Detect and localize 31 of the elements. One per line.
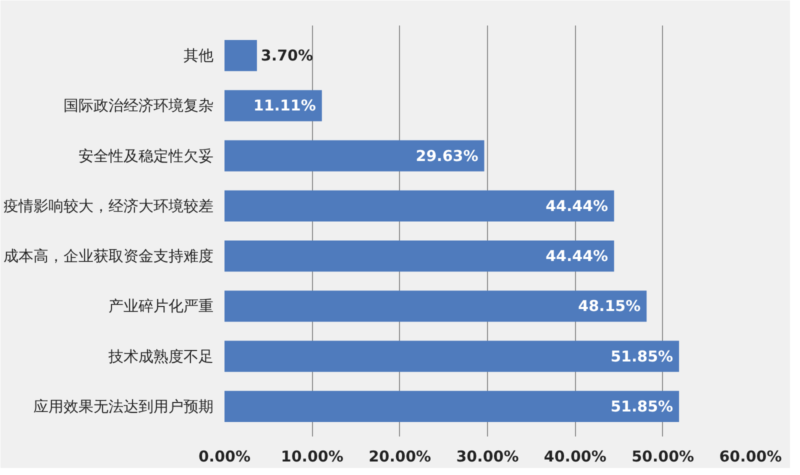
bar [224, 40, 257, 72]
x-tick-label: 10.00% [280, 448, 344, 466]
bar [224, 290, 647, 322]
data-label: 44.44% [546, 247, 608, 266]
y-tick-label: 安全性及稳定性欠妥 [78, 146, 214, 165]
data-label: 11.11% [253, 96, 316, 115]
data-label: 3.70% [260, 46, 313, 65]
y-tick-label: 产业碎片化严重 [108, 297, 214, 316]
x-tick-label: 20.00% [368, 448, 432, 466]
y-tick-label: 疫情影响较大，经济大环境较差 [4, 196, 214, 215]
y-tick-label: 国际政治经济环境复杂 [64, 96, 214, 115]
x-tick-label: 40.00% [544, 448, 606, 466]
data-label: 29.63% [416, 146, 478, 165]
bar [224, 240, 614, 272]
y-tick-label: 技术成熟度不足 [108, 347, 214, 366]
bar [224, 390, 680, 422]
y-tick-label: 成本高，企业获取资金支持难度 [4, 247, 214, 266]
bar [224, 90, 322, 122]
x-tick-label: 30.00% [456, 448, 519, 466]
bar [224, 190, 614, 222]
x-tick-label: 0.00% [198, 448, 251, 466]
data-label: 48.15% [578, 297, 641, 316]
y-tick-label: 其他 [184, 46, 214, 65]
data-label: 44.44% [546, 196, 608, 215]
bar [224, 340, 680, 372]
data-label: 51.85% [610, 347, 674, 366]
data-label: 51.85% [610, 397, 674, 416]
y-tick-label: 应用效果无法达到用户预期 [34, 397, 214, 416]
x-tick-label: 60.00% [719, 448, 782, 466]
bar [224, 140, 484, 172]
x-tick-label: 50.00% [632, 448, 694, 466]
